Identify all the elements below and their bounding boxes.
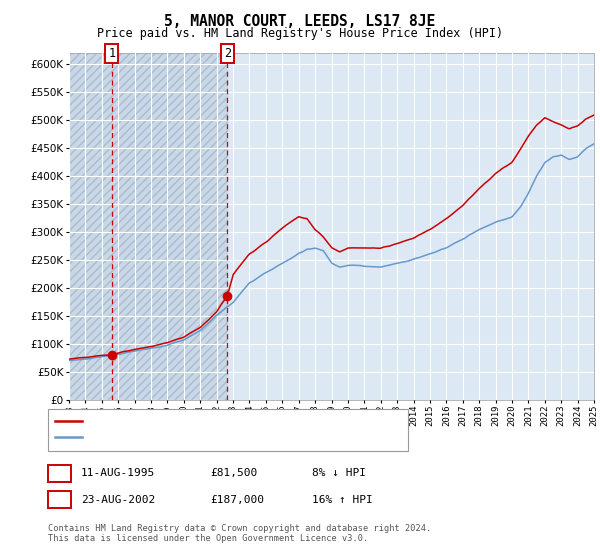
Text: Contains HM Land Registry data © Crown copyright and database right 2024.
This d: Contains HM Land Registry data © Crown c…	[48, 524, 431, 543]
Text: 1: 1	[56, 466, 63, 480]
Text: 5, MANOR COURT, LEEDS, LS17 8JE: 5, MANOR COURT, LEEDS, LS17 8JE	[164, 14, 436, 29]
Text: 1: 1	[109, 46, 116, 60]
Text: £187,000: £187,000	[210, 494, 264, 505]
Bar	[69, 53, 228, 400]
Text: Price paid vs. HM Land Registry's House Price Index (HPI): Price paid vs. HM Land Registry's House …	[97, 27, 503, 40]
Text: 8% ↓ HPI: 8% ↓ HPI	[312, 468, 366, 478]
Text: 5, MANOR COURT, LEEDS, LS17 8JE (detached house): 5, MANOR COURT, LEEDS, LS17 8JE (detache…	[88, 416, 376, 426]
Text: £81,500: £81,500	[210, 468, 257, 478]
Text: 11-AUG-1995: 11-AUG-1995	[81, 468, 155, 478]
Text: 2: 2	[224, 46, 231, 60]
Text: 16% ↑ HPI: 16% ↑ HPI	[312, 494, 373, 505]
Text: HPI: Average price, detached house, Leeds: HPI: Average price, detached house, Leed…	[88, 432, 334, 442]
Text: 23-AUG-2002: 23-AUG-2002	[81, 494, 155, 505]
Text: 2: 2	[56, 493, 63, 506]
